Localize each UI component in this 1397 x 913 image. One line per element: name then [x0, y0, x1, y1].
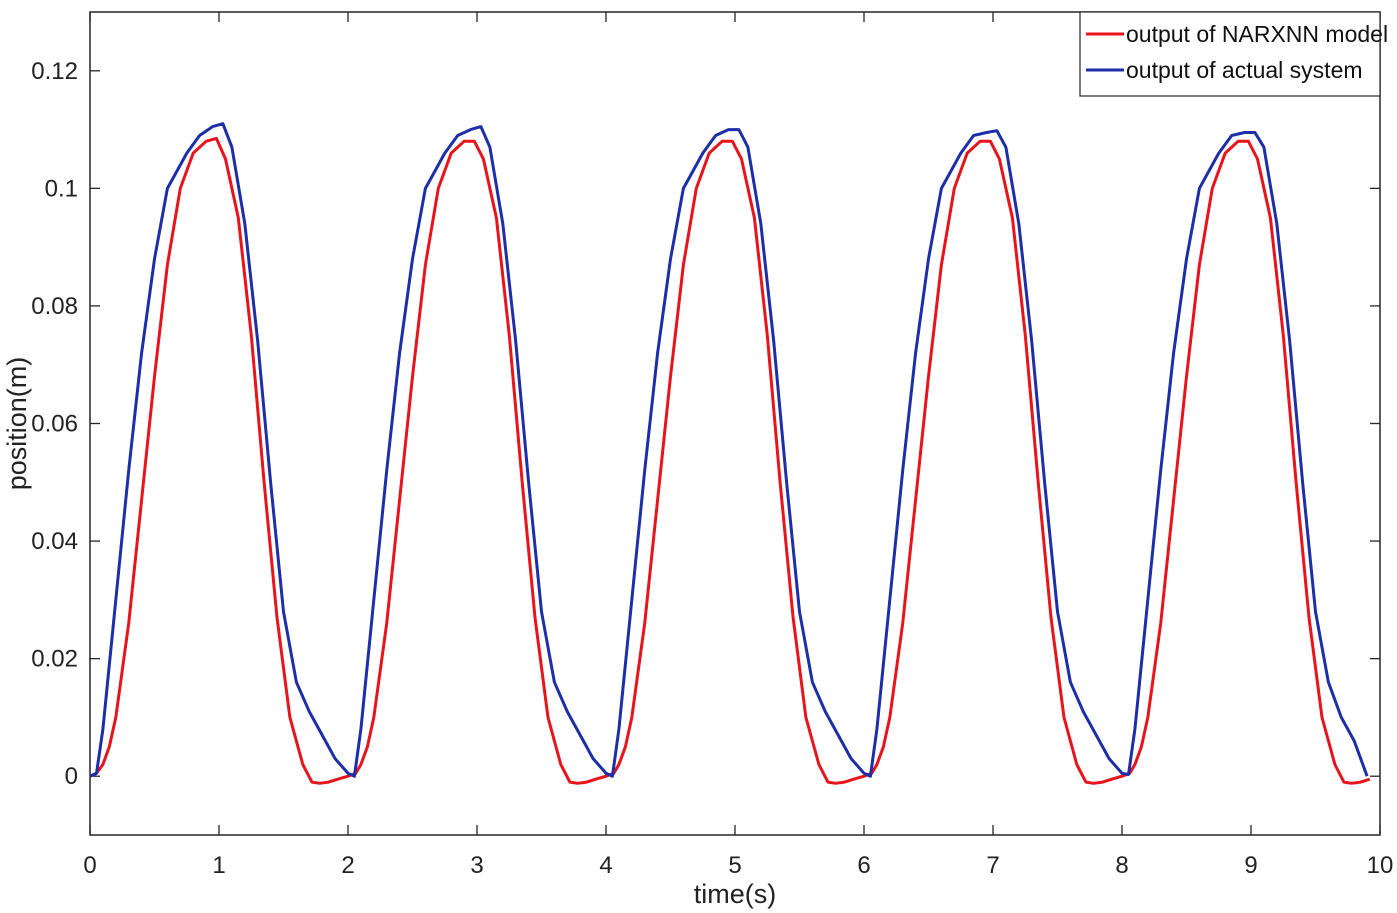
series-lines: [89, 122, 1371, 785]
y-axis-label: position(m): [2, 357, 32, 491]
y-axis-ticks: 0 0.02 0.04 0.06 0.08 0.1 0.12: [31, 58, 1380, 790]
x-tick-label: 2: [341, 852, 354, 879]
axes: [89, 11, 1381, 836]
legend: output of NARXNN model output of actual …: [1079, 11, 1388, 97]
y-tick-label: 0.06: [31, 411, 78, 438]
y-tick-label: 0: [65, 763, 78, 790]
y-tick-label: 0.1: [45, 175, 78, 202]
series-line-1: [89, 122, 1369, 778]
legend-label-narxnn: output of NARXNN model: [1126, 21, 1388, 47]
x-tick-label: 3: [470, 852, 483, 879]
x-axis-ticks: 0 1 2 3 4 5 6 7 8 9 10: [83, 12, 1393, 879]
x-tick-label: 1: [212, 852, 225, 879]
y-tick-label: 0.02: [31, 646, 78, 673]
x-tick-label: 5: [728, 852, 741, 879]
y-tick-label: 0.08: [31, 293, 78, 320]
legend-box: [1079, 11, 1381, 97]
x-tick-label: 7: [986, 852, 999, 879]
x-tick-label: 8: [1115, 852, 1128, 879]
legend-label-actual: output of actual system: [1126, 57, 1363, 83]
x-tick-label: 4: [599, 852, 612, 879]
y-tick-label: 0.04: [31, 528, 78, 555]
x-axis-label: time(s): [694, 879, 777, 909]
x-tick-label: 9: [1244, 852, 1257, 879]
x-tick-label: 6: [857, 852, 870, 879]
plot-area-frame: [89, 11, 1381, 836]
x-tick-label: 10: [1367, 852, 1394, 879]
x-tick-label: 0: [83, 852, 96, 879]
y-tick-label: 0.12: [31, 58, 78, 85]
series-line-0: [89, 136, 1371, 785]
